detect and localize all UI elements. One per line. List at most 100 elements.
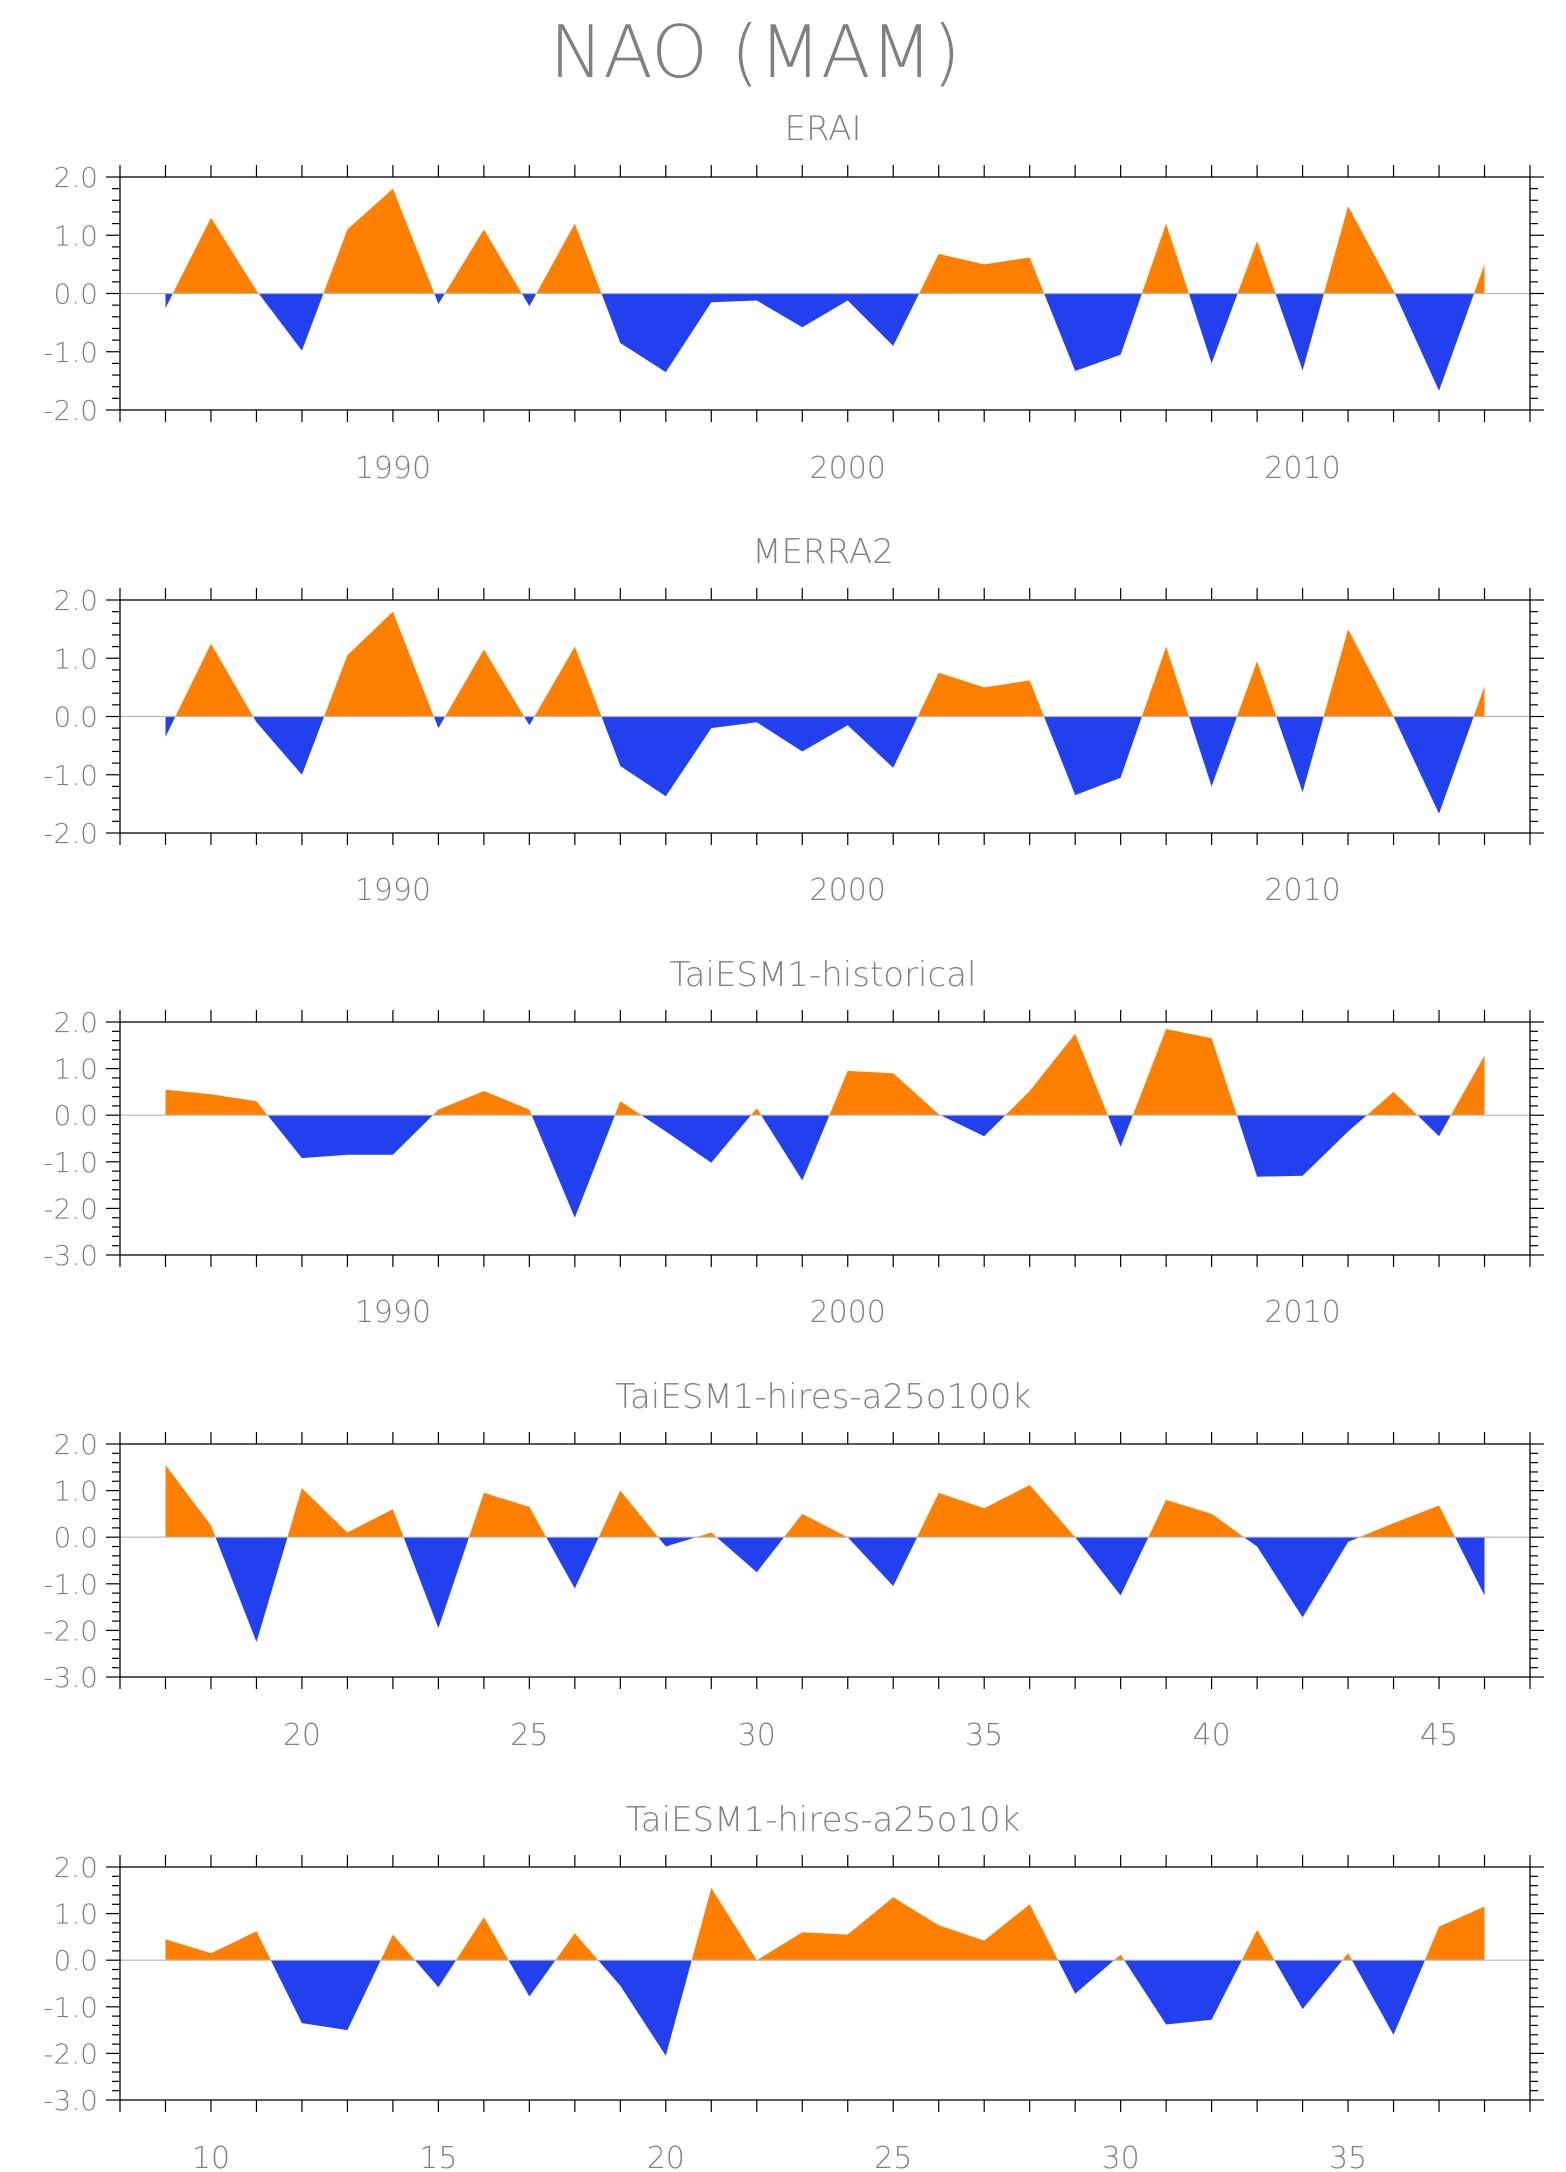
positive-area-5 [445,649,525,717]
negative-area-1 [215,1537,288,1642]
negative-area-3 [531,1115,615,1218]
y-tick-label: -3.0 [43,2084,98,2117]
negative-area-17 [1455,1537,1485,1596]
negative-area-12 [1188,716,1237,787]
negative-area-6 [524,716,535,726]
negative-area-14 [1275,293,1324,371]
x-tick-label: 1990 [355,1295,431,1330]
y-tick-label: 1.0 [53,219,98,252]
y-tick-label: 2.0 [53,1006,98,1039]
x-tick-label: 20 [283,1718,321,1753]
panel-title: MERRA2 [752,532,894,572]
negative-area-16 [1393,716,1474,814]
chart-panel-3: TaiESM1-historical 2.0 1.0 0.0 -1.0 -2.0 -3.0 1… [43,955,1544,1330]
negative-area-7 [658,1537,697,1547]
negative-area-7 [761,1115,830,1181]
negative-area-11 [1124,1960,1242,2025]
positive-area-8 [829,1070,941,1116]
negative-area-9 [716,1537,785,1573]
panel-title: ERAI [784,109,861,149]
x-tick-label: 2000 [810,1295,886,1330]
y-tick-label: -3.0 [43,1661,98,1694]
panel-title: TaiESM1-historical [670,955,977,995]
chart-panel-1: ERAI 2.0 1.0 0.0 -1.0 -2.0 1990 2000 2010 [43,109,1544,486]
positive-area-3 [324,611,434,717]
y-tick-label: 0.0 [53,701,98,734]
positive-area-8 [691,1888,1059,1961]
x-tick-label: 2000 [810,451,886,486]
y-tick-label: 1.0 [53,1898,98,1931]
negative-area-2 [258,293,324,351]
negative-area-16 [1394,293,1474,391]
positive-area-7 [534,646,602,717]
x-tick-label: 2010 [1264,451,1340,486]
x-tick-label: 30 [738,1718,776,1753]
negative-area-0 [165,716,176,737]
figure-title: NAO (MAM) [549,10,960,94]
plot-frame [119,1443,1531,1678]
positive-area-12 [917,1485,1076,1538]
y-tick-label: 2.0 [53,1428,98,1461]
y-tick-label: 2.0 [53,584,98,617]
negative-area-8 [601,293,920,373]
positive-area-16 [1424,1906,1485,1961]
positive-area-7 [536,223,602,294]
negative-area-13 [1236,1115,1367,1177]
negative-area-14 [1276,716,1324,793]
y-tick-label: 2.0 [53,161,98,194]
positive-area-2 [287,1488,404,1538]
positive-area-4 [614,1101,642,1116]
x-tick-label: 25 [874,2141,912,2172]
negative-area-12 [1188,293,1238,364]
y-tick-label: -1.0 [43,759,98,792]
positive-area-16 [1450,1055,1485,1116]
positive-area-1 [172,217,259,294]
negative-area-3 [415,1960,456,1988]
positive-area-4 [469,1492,547,1538]
positive-area-6 [750,1108,762,1116]
plot-frame [119,1866,1531,2101]
positive-area-5 [444,229,522,294]
positive-area-2 [380,1934,415,1961]
negative-area-8 [601,716,918,797]
x-tick-label: 25 [510,1718,548,1753]
y-tick-label: -2.0 [43,1614,98,1647]
negative-area-15 [1352,1960,1425,2035]
negative-area-6 [521,293,537,307]
positive-area-9 [917,672,1044,717]
y-tick-label: -1.0 [43,1991,98,2024]
x-tick-label: 45 [1420,1718,1458,1753]
positive-area-10 [1114,1954,1125,1961]
x-tick-label: 10 [192,2141,230,2172]
positive-area-8 [696,1532,717,1538]
negative-area-1 [270,1960,381,2031]
x-tick-label: 35 [965,1718,1003,1753]
negative-area-4 [434,293,445,304]
negative-area-9 [940,1115,1006,1137]
y-tick-label: -1.0 [43,1146,98,1179]
negative-area-11 [847,1537,918,1587]
y-tick-label: -2.0 [43,394,98,427]
positive-area-14 [1148,1499,1245,1538]
x-tick-label: 20 [647,2141,685,2172]
negative-area-7 [598,1960,692,2056]
positive-area-13 [1237,661,1277,717]
positive-area-11 [1141,223,1189,294]
x-tick-label: 1990 [355,873,431,908]
positive-area-14 [1342,1953,1352,1961]
positive-area-10 [1005,1033,1108,1116]
chart-panel-2: MERRA2 2.0 1.0 0.0 -1.0 -2.0 1990 2000 2010 [43,532,1544,908]
y-tick-label: -2.0 [43,817,98,850]
positive-area-15 [1323,206,1395,294]
positive-area-13 [1237,241,1276,294]
positive-area-0 [165,1931,271,1961]
y-tick-label: 1.0 [53,1475,98,1508]
negative-area-1 [267,1115,433,1159]
positive-area-3 [323,188,435,294]
negative-area-3 [403,1537,469,1629]
negative-area-0 [165,293,173,309]
y-tick-label: 0.0 [53,1521,98,1554]
positive-area-15 [1323,629,1394,717]
